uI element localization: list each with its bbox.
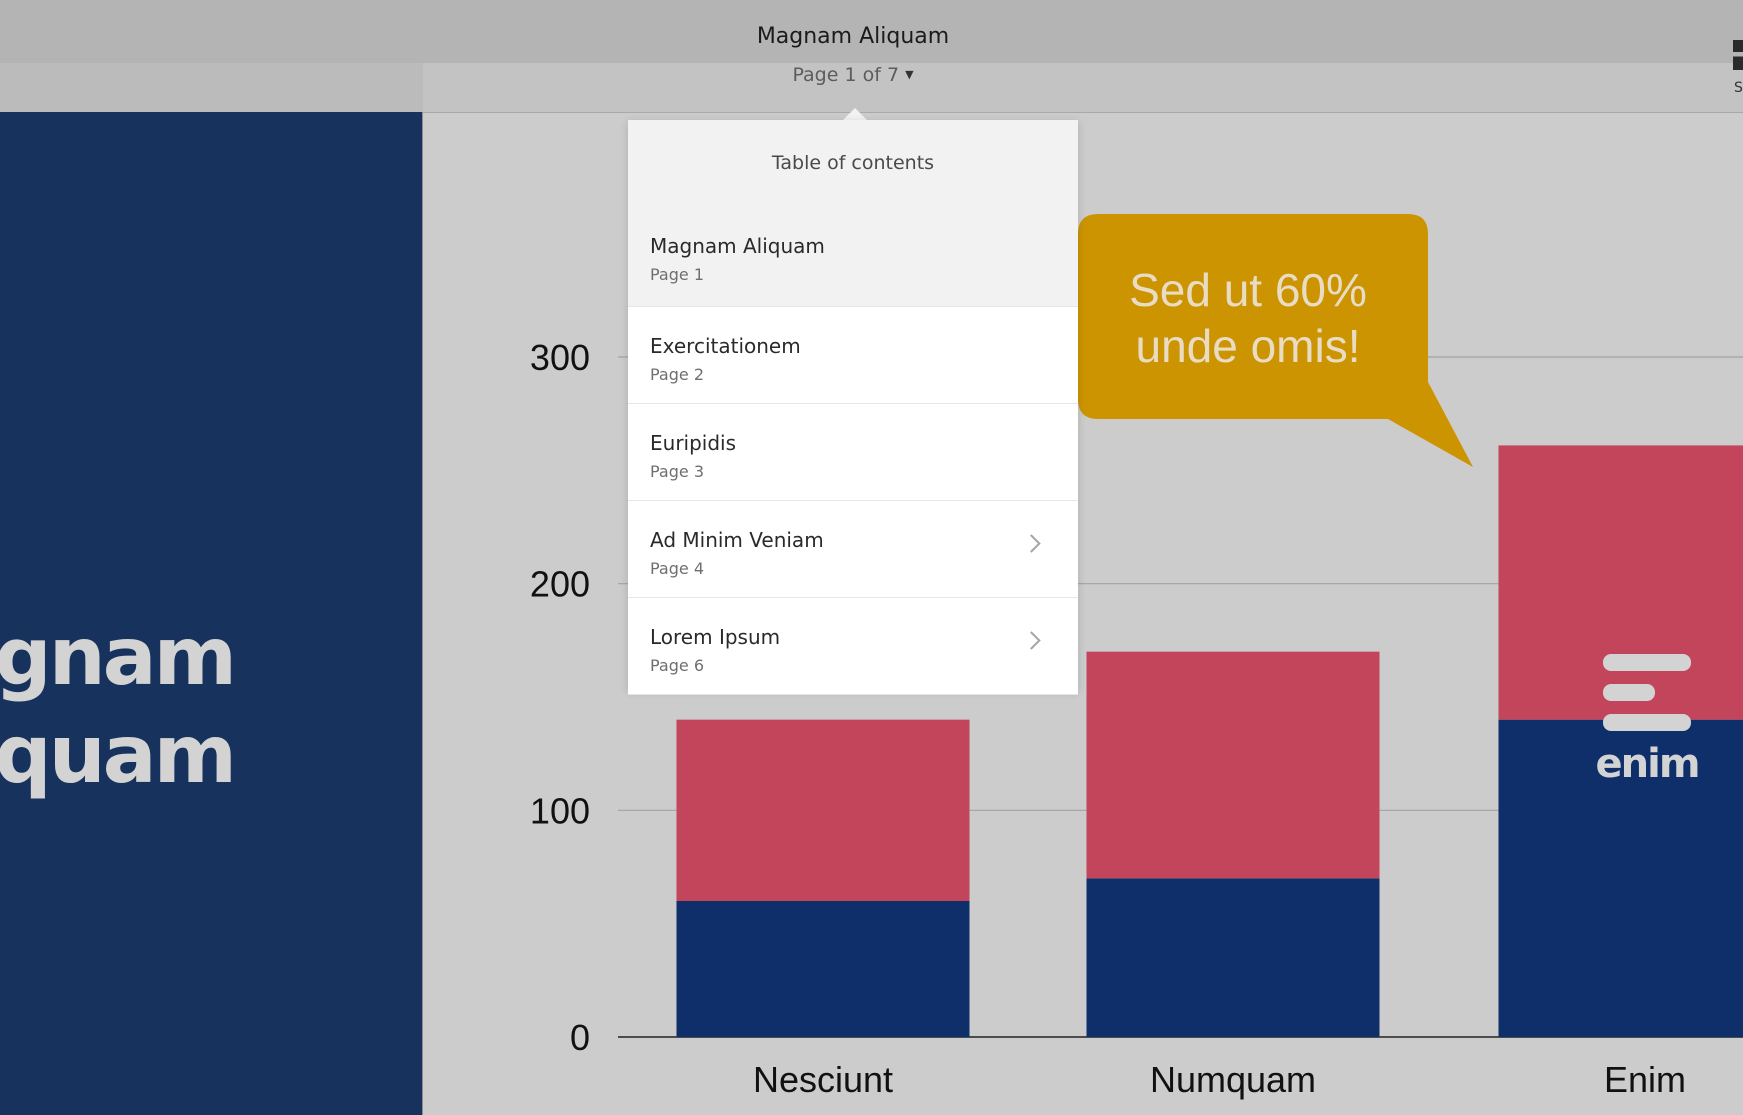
x-category-label: Nesciunt	[753, 1059, 893, 1100]
toc-item-title: Euripidis	[650, 431, 737, 455]
chart-bars	[676, 445, 1743, 1037]
toc-item[interactable]: Euripidis Page 3	[628, 404, 1078, 501]
toc-item-title: Magnam Aliquam	[650, 234, 825, 258]
slide-title-line-1: ignam	[0, 610, 237, 703]
popover-arrow	[843, 108, 867, 120]
toc-item-title: Exercitationem	[650, 334, 801, 358]
y-axis-labels: 0 100 200 300	[530, 337, 590, 1058]
page-indicator[interactable]: Page 1 of 7 ▼	[0, 64, 1706, 86]
toc-item[interactable]: Ad Minim Veniam Page 4	[628, 501, 1078, 598]
y-tick-label: 300	[530, 337, 590, 378]
toc-item[interactable]: Exercitationem Page 2	[628, 307, 1078, 404]
toc-item-page: Page 4	[650, 559, 704, 578]
enim-badge: enim	[1596, 654, 1701, 787]
callout-bubble: Sed ut 60% unde omis!	[1078, 214, 1473, 467]
callout-line-1: Sed ut 60%	[1129, 264, 1367, 316]
toc-item[interactable]: Magnam Aliquam Page 1	[628, 207, 1078, 307]
caret-down-icon[interactable]: ▼	[905, 68, 914, 81]
chevron-right-icon[interactable]	[1022, 534, 1041, 553]
share-label[interactable]: S	[1734, 80, 1743, 96]
bar-segment	[1498, 719, 1743, 1037]
y-tick-label: 200	[530, 564, 590, 605]
toc-item-page: Page 3	[650, 462, 704, 481]
slide-title-line-2: iquam	[0, 708, 237, 801]
badge-label: enim	[1596, 741, 1699, 787]
x-category-label: Enim	[1604, 1059, 1686, 1100]
toolbar-left-segment	[0, 63, 423, 113]
bar-segment	[676, 901, 970, 1037]
toc-item-page: Page 1	[650, 265, 704, 284]
table-of-contents-popover: Table of contents Magnam Aliquam Page 1 Ex…	[628, 120, 1078, 695]
x-axis-labels: Nesciunt Numquam Enim	[753, 1059, 1686, 1100]
badge-bar-3	[1603, 714, 1691, 731]
title-bar	[0, 0, 1743, 63]
bar-segment	[676, 719, 970, 901]
toc-item-page: Page 2	[650, 365, 704, 384]
badge-bar-1	[1603, 654, 1691, 671]
page-indicator-label[interactable]: Page 1 of 7	[792, 64, 900, 86]
toc-list: Magnam Aliquam Page 1 Exercitationem Page 2…	[628, 207, 1078, 695]
toc-item-page: Page 6	[650, 656, 704, 675]
toc-item-title: Lorem Ipsum	[650, 625, 781, 649]
toc-item[interactable]: Lorem Ipsum Page 6	[628, 598, 1078, 695]
chevron-right-icon[interactable]	[1022, 631, 1041, 650]
y-tick-label: 100	[530, 790, 590, 831]
bar-segment	[1086, 878, 1380, 1037]
document-title: Magnam Aliquam	[756, 24, 950, 49]
callout-shape	[1078, 214, 1473, 467]
bar-segment	[1498, 445, 1743, 720]
badge-bar-2	[1603, 684, 1655, 701]
y-tick-label: 0	[570, 1017, 590, 1058]
x-category-label: Numquam	[1150, 1059, 1316, 1100]
toc-header: Table of contents	[628, 120, 1078, 207]
bar-chart: 0 100 200 300 Nesciunt Numquam Enim Sed ut 60…	[530, 214, 1743, 1100]
bar-segment	[1086, 651, 1380, 879]
slide-thumbnail[interactable]: ignam iquam	[0, 112, 423, 1115]
callout-line-2: unde omis!	[1135, 320, 1360, 372]
toc-item-title: Ad Minim Veniam	[650, 528, 824, 552]
